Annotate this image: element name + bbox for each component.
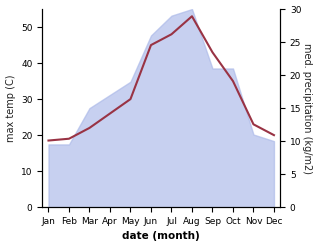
- Y-axis label: med. precipitation (kg/m2): med. precipitation (kg/m2): [302, 43, 313, 174]
- Y-axis label: max temp (C): max temp (C): [5, 74, 16, 142]
- X-axis label: date (month): date (month): [122, 231, 200, 242]
